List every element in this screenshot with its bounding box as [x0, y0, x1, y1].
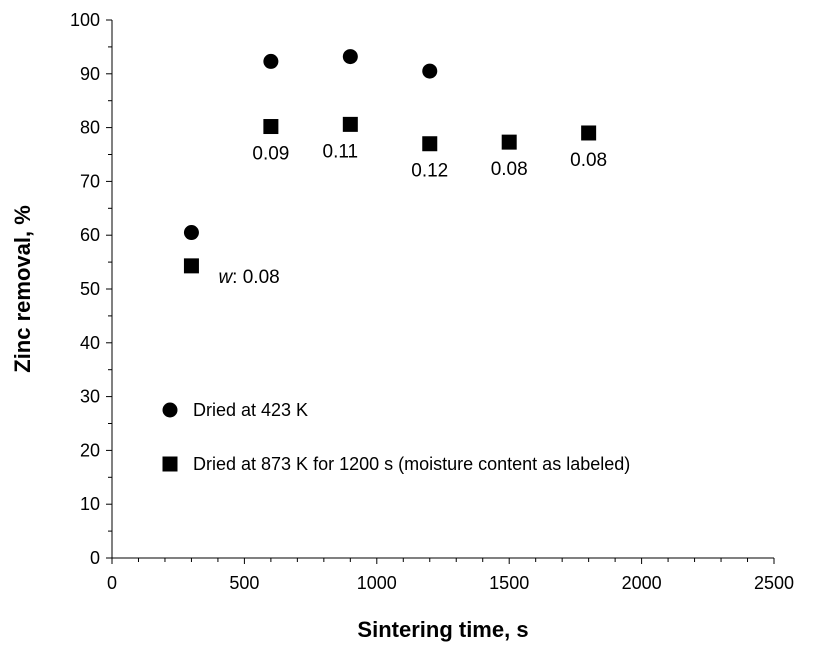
- square-point: [501, 134, 517, 150]
- y-tick-label: 50: [80, 279, 100, 299]
- moisture-label: 0.12: [411, 161, 448, 182]
- y-tick-label: 100: [70, 10, 100, 30]
- data-marks: [183, 49, 597, 274]
- circle-point: [342, 49, 358, 65]
- y-tick-label: 90: [80, 64, 100, 84]
- square-point: [422, 136, 438, 152]
- circle-point: [263, 53, 279, 69]
- x-tick-label: 0: [107, 573, 117, 593]
- axes: [111, 20, 774, 559]
- x-tick-label: 500: [229, 573, 259, 593]
- y-tick-label: 80: [80, 118, 100, 138]
- y-tick-label: 10: [80, 494, 100, 514]
- moisture-symbol: w: [218, 267, 233, 288]
- moisture-label: 0.11: [323, 141, 359, 162]
- x-tick-label: 1500: [489, 573, 529, 593]
- y-tick-label: 60: [80, 225, 100, 245]
- square-point: [183, 258, 199, 274]
- moisture-label: 0.09: [252, 144, 289, 165]
- y-axis-title: Zinc removal, %: [10, 205, 35, 373]
- legend-label: Dried at 873 K for 1200 s (moisture cont…: [193, 454, 630, 474]
- y-tick-label: 0: [90, 548, 100, 568]
- data-labels: w: 0.08 0.09 0.11 0.12 0.08 0.08: [218, 141, 607, 287]
- x-tick-label: 2500: [754, 573, 794, 593]
- square-point: [581, 125, 597, 141]
- moisture-label: 0.08: [491, 159, 528, 180]
- legend: Dried at 423 K Dried at 873 K for 1200 s …: [162, 400, 630, 474]
- legend-square-marker: [162, 456, 178, 472]
- legend-label: Dried at 423 K: [193, 400, 308, 420]
- circle-point: [183, 225, 199, 241]
- y-tick-label: 40: [80, 333, 100, 353]
- x-tick-label: 2000: [622, 573, 662, 593]
- moisture-label: w: 0.08: [218, 267, 279, 288]
- moisture-label: 0.08: [570, 150, 607, 171]
- y-tick-label: 20: [80, 440, 100, 460]
- legend-circle-marker: [162, 402, 178, 418]
- square-point: [342, 116, 358, 132]
- x-axis-title: Sintering time, s: [357, 617, 528, 642]
- y-tick-label: 70: [80, 171, 100, 191]
- y-tick-label: 30: [80, 387, 100, 407]
- x-tick-label: 1000: [357, 573, 397, 593]
- square-point: [263, 119, 279, 135]
- circle-point: [422, 63, 438, 79]
- moisture-value: : 0.08: [232, 267, 280, 288]
